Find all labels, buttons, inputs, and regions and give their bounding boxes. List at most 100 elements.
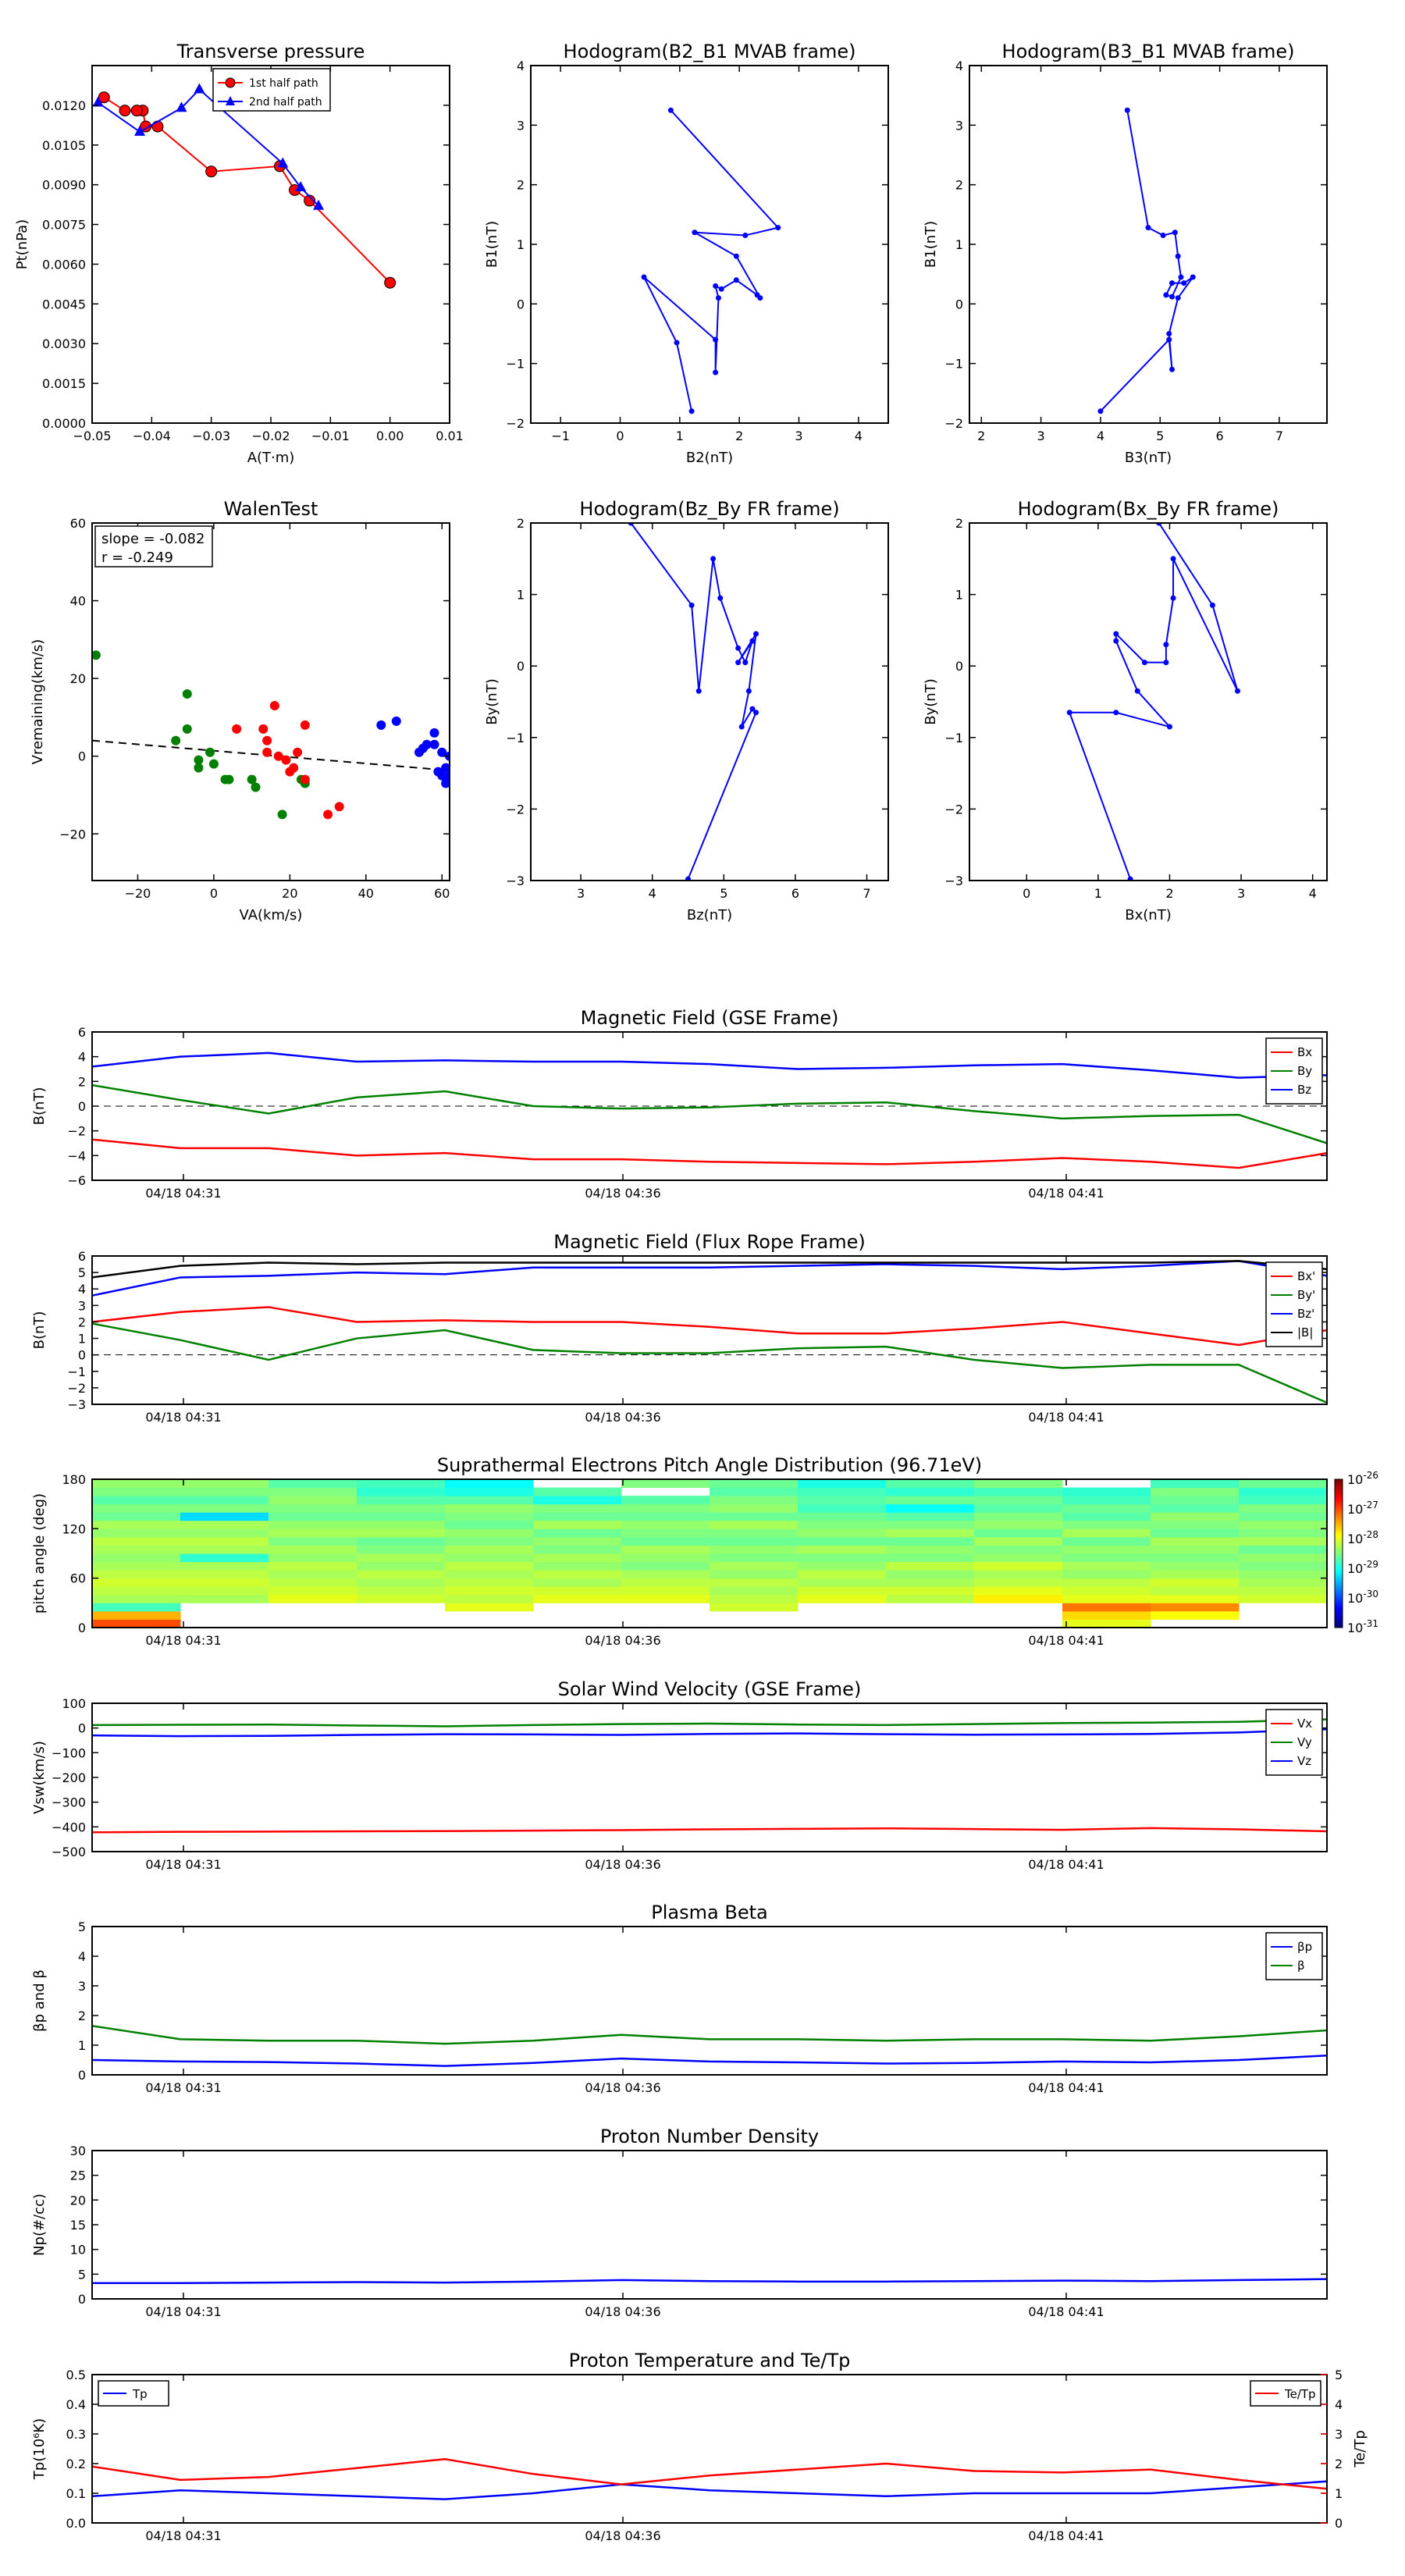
hodogram-bz-by-xtick-label: 5 — [720, 886, 727, 901]
hodogram-bz-by-panel: Hodogram(Bz_By FR frame) 3 4 5 6 7 −3 −2 −1 0 1 2 Bz… — [484, 498, 889, 923]
pitch-angle-cell — [1151, 1528, 1240, 1538]
hodogram-b3-b1-point — [1124, 107, 1130, 113]
magnetic-field-gse-ylabel: B(nT) — [31, 1087, 48, 1126]
hodogram-b2-b1-xtick-label: 1 — [676, 429, 684, 443]
hodogram-b3-b1-xtick-label: 7 — [1275, 429, 1283, 443]
proton-density-ytick-label: 30 — [70, 2144, 86, 2158]
plasma-beta-ytick-label: 4 — [78, 1949, 86, 1964]
pitch-angle-colorbar-label: 10-28 — [1347, 1529, 1378, 1546]
pitch-angle-cell — [798, 1520, 887, 1529]
pitch-angle-colorbar-step — [1335, 1605, 1343, 1609]
pitch-angle-cell — [445, 1487, 534, 1496]
pitch-angle-colorbar-step — [1335, 1600, 1343, 1603]
proton-temperature-ytick-label: 0.3 — [66, 2427, 86, 2442]
pitch-angle-cell — [180, 1594, 269, 1603]
magnetic-field-fr-legend-label: Bz' — [1297, 1307, 1314, 1321]
hodogram-bx-by-point — [1235, 688, 1240, 694]
magnetic-field-fr-ytick-label: 5 — [78, 1265, 86, 1280]
proton-temperature-panel: Proton Temperature and Te/Tp 04/18 04:31 0… — [31, 2350, 1368, 2543]
magnetic-field-fr-ytick-label: 3 — [78, 1298, 86, 1313]
pitch-angle-cell — [92, 1553, 181, 1563]
pitch-angle-colorbar-step — [1335, 1615, 1343, 1618]
plasma-beta-panel: Plasma Beta 04/18 04:31 04/18 04:36 04/18 0… — [31, 1902, 1328, 2095]
transverse-pressure-point — [134, 125, 146, 136]
solar-wind-velocity-xtick-label: 04/18 04:31 — [145, 1857, 221, 1872]
pitch-angle-cell — [180, 1487, 269, 1496]
hodogram-b2-b1-point — [688, 408, 695, 415]
pitch-angle-cell — [1062, 1528, 1151, 1538]
transverse-pressure-xtick-label: −0.02 — [251, 429, 290, 443]
pitch-angle-colorbar-step — [1335, 1518, 1343, 1522]
hodogram-b3-b1-point — [1169, 366, 1176, 372]
magnetic-field-gse-xtick-label: 04/18 04:31 — [145, 1186, 221, 1201]
proton-temperature-title: Proton Temperature and Te/Tp — [569, 2350, 851, 2371]
pitch-angle-cell — [1062, 1594, 1151, 1603]
magnetic-field-gse-ytick-label: −4 — [67, 1148, 86, 1163]
transverse-pressure-ytick-label: 0.0090 — [42, 178, 86, 193]
hodogram-bx-by-ytick-label: −2 — [944, 802, 963, 817]
transverse-pressure-xtick-label: −0.05 — [73, 429, 111, 443]
hodogram-bx-by-ylabel: By(nT) — [923, 678, 939, 724]
hodogram-bx-by-xtick-label: 4 — [1309, 886, 1317, 901]
pitch-angle-cell — [269, 1578, 357, 1587]
plasma-beta-ylabel: βp and β — [31, 1969, 48, 2032]
magnetic-field-gse-ytick-label: −6 — [67, 1173, 86, 1188]
plasma-beta-xtick-label: 04/18 04:41 — [1028, 2080, 1104, 2095]
hodogram-bx-by-xtick-label: 3 — [1237, 886, 1245, 901]
pitch-angle-cell — [445, 1512, 534, 1521]
pitch-angle-cell — [886, 1512, 975, 1521]
hodogram-b3-b1-ytick-label: 2 — [955, 178, 963, 193]
solar-wind-velocity-series-line — [91, 1728, 1328, 1738]
pitch-angle-colorbar-step — [1335, 1575, 1343, 1579]
hodogram-bz-by-point — [753, 631, 759, 637]
pitch-angle-colorbar-step — [1335, 1624, 1343, 1628]
walen-test-xtick-label: 0 — [210, 886, 218, 901]
pitch-angle-cell — [1062, 1512, 1151, 1521]
walen-test-frame — [91, 522, 450, 881]
pitch-angle-cell — [710, 1586, 799, 1596]
hodogram-bx-by-series-line — [1068, 523, 1239, 880]
hodogram-b2-b1-panel: Hodogram(B2_B1 MVAB frame) −1 0 1 2 3 4 −2 −1 0 1 2… — [484, 41, 889, 466]
hodogram-b2-b1-point — [775, 225, 781, 231]
pitch-angle-cell — [92, 1496, 181, 1505]
hodogram-b3-b1-point — [1166, 331, 1172, 336]
transverse-pressure-ylabel: Pt(nPa) — [14, 219, 30, 269]
pitch-angle-cell — [798, 1553, 887, 1563]
pitch-angle-cell — [621, 1496, 710, 1505]
solar-wind-velocity-series-line — [91, 1827, 1328, 1834]
hodogram-b2-b1-point — [713, 369, 719, 375]
pitch-angle-cell — [1062, 1520, 1151, 1529]
magnetic-field-gse-legend-label: Bx — [1297, 1045, 1312, 1059]
pitch-angle-cell — [1062, 1610, 1151, 1620]
walen-test-point — [262, 747, 272, 757]
pitch-angle-cell — [798, 1512, 887, 1521]
pitch-angle-colorbar-step — [1335, 1479, 1343, 1482]
pitch-angle-cell — [1062, 1603, 1151, 1612]
magnetic-field-fr-series-line — [91, 1322, 1328, 1404]
transverse-pressure-ytick-label: 0.0015 — [42, 376, 86, 391]
hodogram-b2-b1-point — [715, 295, 721, 301]
hodogram-b2-b1-point — [742, 233, 749, 239]
pitch-angle-cell — [974, 1570, 1063, 1579]
pitch-angle-cell — [533, 1503, 622, 1513]
walen-test-xtick-label: 60 — [434, 886, 450, 901]
pitch-angle-colorbar-step — [1335, 1521, 1343, 1525]
plasma-beta-title: Plasma Beta — [651, 1902, 767, 1923]
hodogram-bx-by-plot-area — [1066, 523, 1240, 881]
pitch-angle-cell — [1151, 1570, 1240, 1579]
magnetic-field-fr-xtick-label: 04/18 04:36 — [585, 1410, 660, 1425]
walen-test-xtick-label: 20 — [282, 886, 297, 901]
pitch-angle-colorbar-step — [1335, 1595, 1343, 1599]
pitch-angle-cell — [269, 1545, 357, 1554]
hodogram-bx-by-point — [1127, 876, 1133, 881]
transverse-pressure-point — [295, 181, 307, 192]
pitch-angle-cell — [1239, 1570, 1328, 1579]
walen-test-point — [269, 700, 279, 710]
proton-density-panel: Proton Number Density 04/18 04:31 04/18 04… — [31, 2126, 1328, 2319]
hodogram-b3-b1-frame — [969, 65, 1328, 424]
hodogram-bz-by-point — [749, 638, 756, 644]
proton-density-ylabel: Np(#/cc) — [31, 2194, 48, 2256]
transverse-pressure-point — [130, 105, 143, 117]
hodogram-b3-b1-point — [1160, 233, 1166, 239]
hodogram-bx-by-point — [1163, 660, 1169, 666]
